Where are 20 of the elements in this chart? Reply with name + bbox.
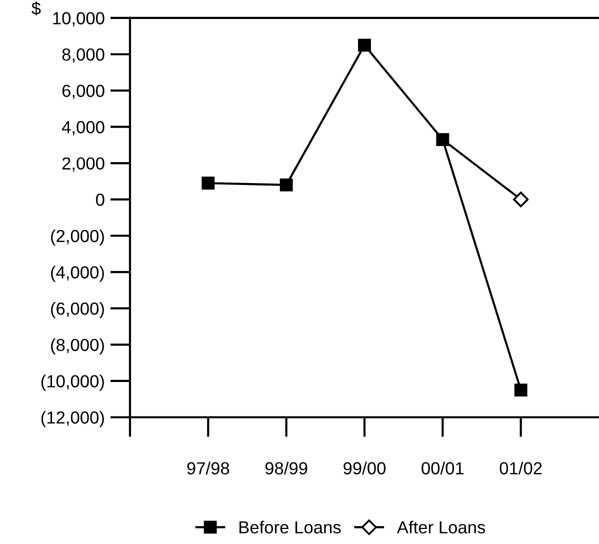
legend-label: Before Loans — [239, 520, 341, 534]
legend-label: After Loans — [396, 520, 486, 534]
y-tick-label: 4,000 — [62, 121, 104, 136]
y-tick-label: 0 — [96, 194, 104, 206]
y-tick-label: (8,000) — [51, 338, 104, 355]
y-tick-label: 6,000 — [62, 84, 104, 100]
x-tick-label: 01/02 — [500, 462, 542, 474]
x-tick-label: 98/99 — [265, 462, 308, 474]
y-tick-label: (12,000) — [41, 410, 104, 428]
y-tick-label: (4,000) — [51, 266, 104, 282]
y-tick-label: 2,000 — [62, 157, 104, 172]
x-tick-label: 99/00 — [344, 462, 386, 474]
y-tick-label: (6,000) — [51, 302, 104, 318]
y-tick-label: 10,000 — [53, 12, 104, 26]
y-tick-label: (2,000) — [51, 229, 104, 246]
x-tick-label: 97/98 — [187, 462, 230, 474]
y-axis-title: $ — [32, 1, 41, 16]
x-tick-label: 00/01 — [422, 462, 464, 474]
y-tick-label: (10,000) — [41, 374, 104, 391]
y-tick-label: 8,000 — [62, 48, 104, 63]
